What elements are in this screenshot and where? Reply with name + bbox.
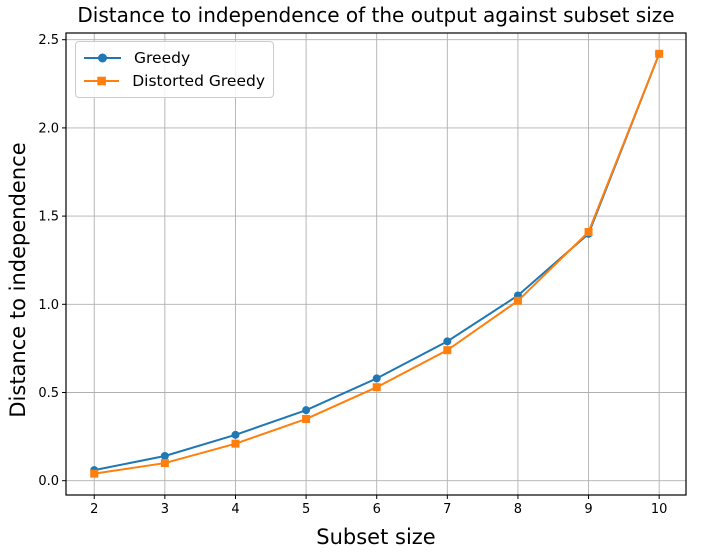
y-tick-label: 2.5: [38, 33, 59, 48]
x-tick-label: 9: [584, 502, 592, 517]
greedy-data-point: [231, 430, 240, 439]
distorted-greedy-data-point: [231, 439, 240, 448]
legend-label-greedy: Greedy: [134, 49, 191, 67]
legend-label-distorted-greedy: Distorted Greedy: [132, 72, 265, 90]
distorted-greedy-data-point: [584, 227, 593, 236]
greedy-data-point: [372, 374, 381, 383]
y-tick-label: 1.0: [38, 298, 59, 313]
distorted-greedy-data-point: [90, 469, 99, 478]
distorted-greedy-data-point: [443, 346, 452, 355]
x-tick-label: 2: [90, 502, 98, 517]
x-tick-label: 5: [302, 502, 310, 517]
distorted-greedy-line-sample-icon: [84, 76, 120, 86]
distorted-greedy-data-point: [655, 49, 664, 58]
greedy-data-point: [443, 337, 452, 346]
legend-item-distorted-greedy: Distorted Greedy: [84, 72, 265, 90]
x-tick-label: 7: [443, 502, 451, 517]
greedy-data-point: [160, 452, 169, 461]
legend-item-greedy: Greedy: [84, 49, 265, 67]
x-tick-label: 3: [161, 502, 169, 517]
y-tick-label: 1.5: [38, 210, 59, 225]
legend: Greedy Distorted Greedy: [75, 41, 274, 98]
greedy-line-sample-icon: [84, 53, 121, 63]
x-tick-label: 4: [231, 502, 239, 517]
x-tick-label: 10: [651, 502, 668, 517]
distorted-greedy-data-point: [302, 414, 311, 423]
greedy-data-point: [302, 406, 311, 415]
y-tick-label: 0.0: [38, 474, 59, 489]
distorted-greedy-data-point: [372, 383, 381, 392]
distorted-greedy-data-point: [513, 296, 522, 305]
y-tick-label: 2.0: [38, 121, 59, 136]
chart-title: Distance to independence of the output a…: [77, 3, 675, 27]
y-tick-label: 0.5: [38, 386, 59, 401]
x-tick-label: 6: [373, 502, 381, 517]
plot-border: [65, 32, 687, 496]
x-tick-label: 8: [514, 502, 522, 517]
x-axis-label: Subset size: [316, 525, 436, 549]
distorted-greedy-data-point: [160, 459, 169, 468]
